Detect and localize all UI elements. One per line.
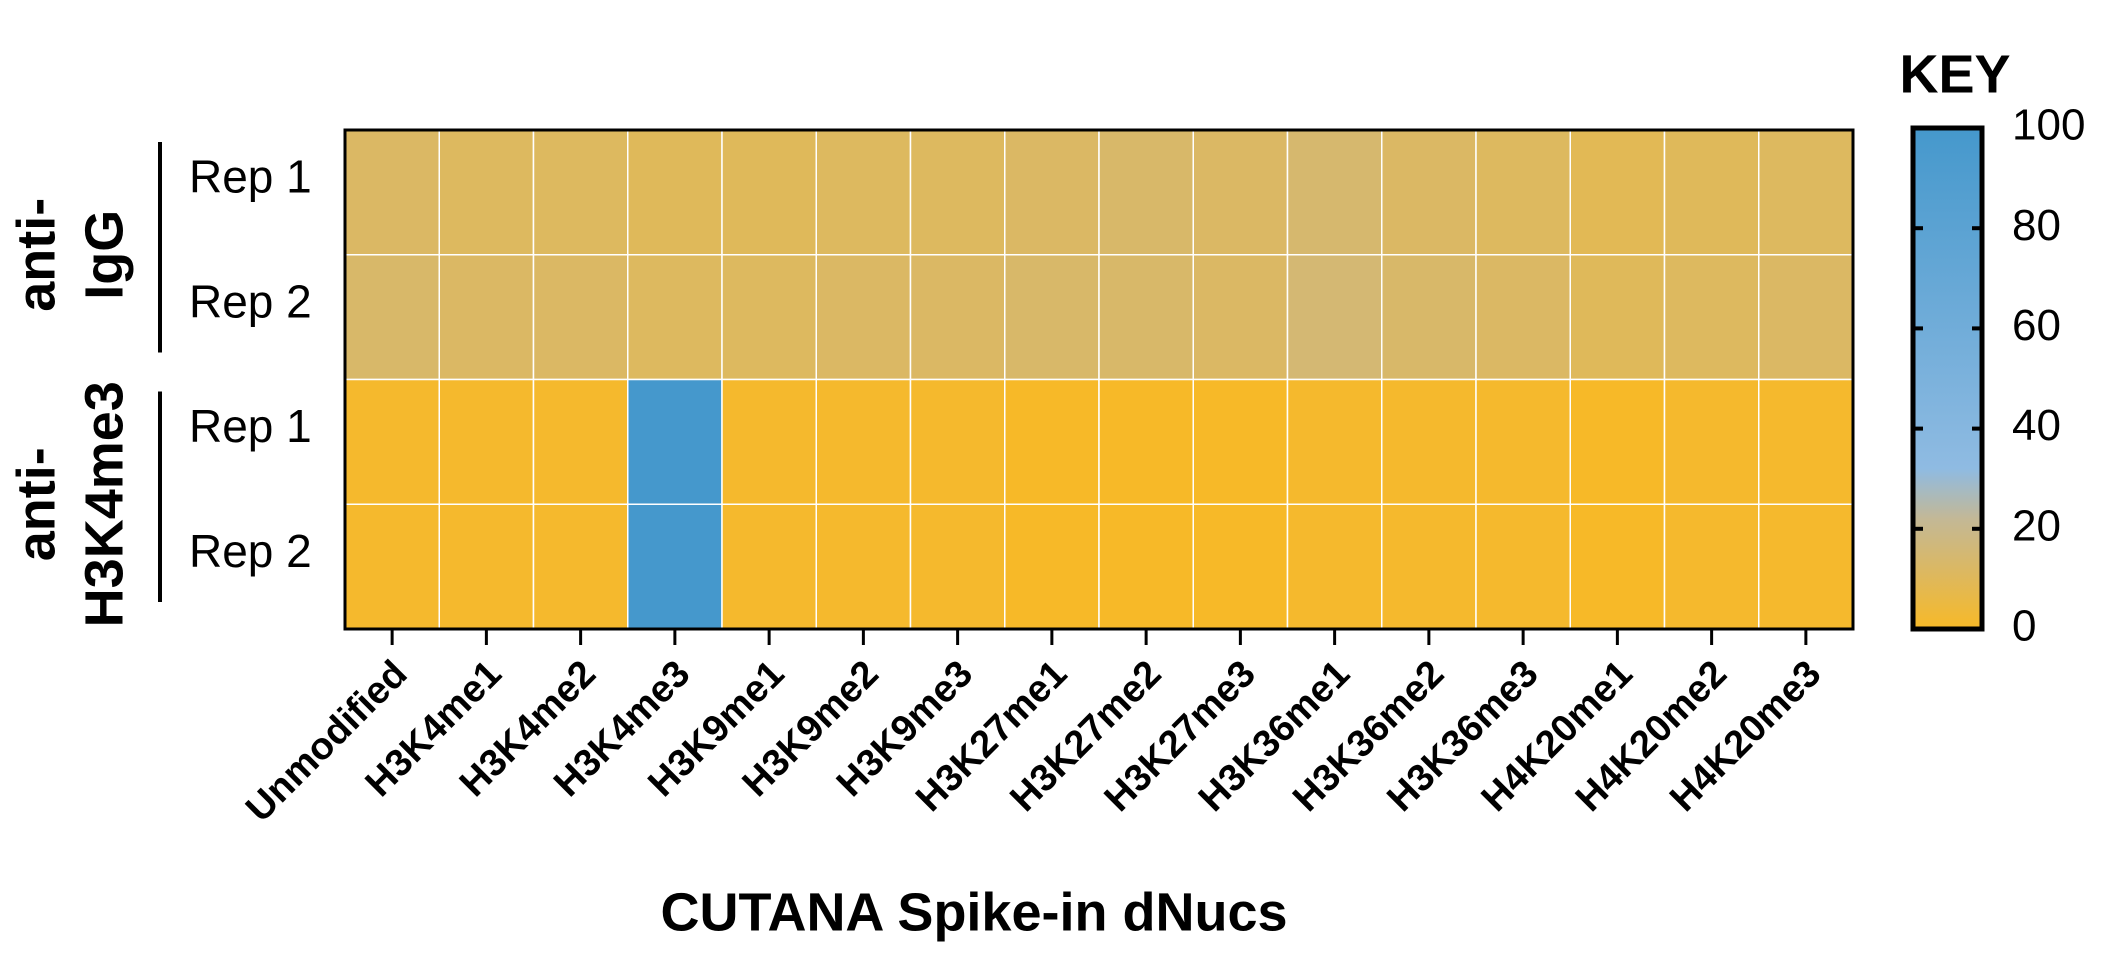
heatmap-cell bbox=[1663, 503, 1760, 630]
row-label: Rep 1 bbox=[189, 400, 312, 452]
heatmap-cell bbox=[532, 378, 629, 505]
colorbar-tick-label: 40 bbox=[2012, 401, 2061, 450]
heatmap-cell bbox=[1758, 254, 1854, 381]
heatmap-cell bbox=[627, 378, 723, 505]
heatmap-cell bbox=[1475, 254, 1571, 381]
heatmap-cell bbox=[438, 254, 535, 381]
heatmap-cell bbox=[532, 129, 629, 256]
heatmap-cell bbox=[1098, 254, 1194, 381]
heatmap-cell bbox=[1286, 129, 1383, 256]
heatmap-cell bbox=[721, 378, 817, 505]
heatmap-cell bbox=[1098, 129, 1194, 256]
colorbar-tick-label: 80 bbox=[2012, 201, 2061, 250]
heatmap-cell bbox=[721, 129, 817, 256]
heatmap-cell bbox=[1286, 254, 1383, 381]
heatmap-cell bbox=[815, 503, 912, 630]
colorbar-tick-label: 0 bbox=[2012, 602, 2036, 651]
heatmap-cell bbox=[1192, 129, 1289, 256]
heatmap-cell bbox=[1004, 254, 1100, 381]
heatmap-cell bbox=[1569, 378, 1666, 505]
row-label: Rep 2 bbox=[189, 525, 312, 577]
heatmap-cell bbox=[1569, 503, 1666, 630]
row-label: Rep 1 bbox=[189, 151, 312, 203]
row-group-label: anti- bbox=[6, 198, 66, 312]
heatmap-cell bbox=[1381, 254, 1477, 381]
heatmap-cell bbox=[1192, 378, 1289, 505]
heatmap-cell bbox=[1098, 378, 1194, 505]
heatmap-cell bbox=[1663, 129, 1760, 256]
heatmap-cell bbox=[1475, 129, 1571, 256]
heatmap-cell bbox=[1286, 378, 1383, 505]
heatmap-cell bbox=[1475, 503, 1571, 630]
heatmap-cell bbox=[1286, 503, 1383, 630]
heatmap-cell bbox=[1004, 503, 1100, 630]
x-axis-label: CUTANA Spike-in dNucs bbox=[660, 882, 1287, 942]
heatmap-cell bbox=[909, 378, 1006, 505]
heatmap-cell bbox=[344, 503, 440, 630]
heatmap-cell bbox=[627, 503, 723, 630]
heatmap-cell bbox=[815, 129, 912, 256]
heatmap-cell bbox=[1381, 503, 1477, 630]
row-group-label: anti- bbox=[6, 447, 66, 561]
heatmap-cell bbox=[815, 378, 912, 505]
colorbar-tick-label: 20 bbox=[2012, 501, 2061, 550]
heatmap-cell bbox=[1663, 254, 1760, 381]
heatmap-cell bbox=[909, 254, 1006, 381]
heatmap-cell bbox=[721, 503, 817, 630]
heatmap-cell bbox=[438, 129, 535, 256]
heatmap-cell bbox=[1569, 129, 1666, 256]
heatmap-cell bbox=[1758, 503, 1854, 630]
plot-frame bbox=[343, 128, 1855, 631]
heatmap-cell bbox=[532, 254, 629, 381]
heatmap-cell bbox=[1475, 378, 1571, 505]
heatmap-cell bbox=[1381, 129, 1477, 256]
heatmap-cell bbox=[815, 254, 912, 381]
heatmap-cell bbox=[627, 254, 723, 381]
x-tick-label: Unmodified bbox=[238, 653, 415, 830]
colorbar-tick-label: 60 bbox=[2012, 301, 2061, 350]
heatmap-cell bbox=[532, 503, 629, 630]
row-label: Rep 2 bbox=[189, 275, 312, 327]
heatmap-cell bbox=[721, 254, 817, 381]
heatmap-cell bbox=[1192, 254, 1289, 381]
colorbar bbox=[1910, 125, 1985, 632]
colorbar-title: KEY bbox=[1899, 44, 2010, 104]
heatmap-cell bbox=[909, 503, 1006, 630]
heatmap-cell bbox=[344, 254, 440, 381]
heatmap-cell bbox=[1758, 378, 1854, 505]
heatmap-cell bbox=[1569, 254, 1666, 381]
heatmap-cell bbox=[438, 503, 535, 630]
heatmap-cell bbox=[1381, 378, 1477, 505]
row-group-label: IgG bbox=[74, 210, 134, 300]
heatmap-cell bbox=[344, 378, 440, 505]
heatmap-cell bbox=[1663, 378, 1760, 505]
heatmap-cell bbox=[1098, 503, 1194, 630]
heatmap-cell bbox=[438, 378, 535, 505]
row-group-label: H3K4me3 bbox=[74, 381, 134, 627]
heatmap-cell bbox=[1004, 129, 1100, 256]
heatmap-cell bbox=[627, 129, 723, 256]
heatmap-cell bbox=[1758, 129, 1854, 256]
heatmap-cell bbox=[1192, 503, 1289, 630]
heatmap-cell bbox=[344, 129, 440, 256]
heatmap-cell bbox=[1004, 378, 1100, 505]
colorbar-tick-label: 100 bbox=[2012, 101, 2085, 150]
heatmap-cell bbox=[909, 129, 1006, 256]
